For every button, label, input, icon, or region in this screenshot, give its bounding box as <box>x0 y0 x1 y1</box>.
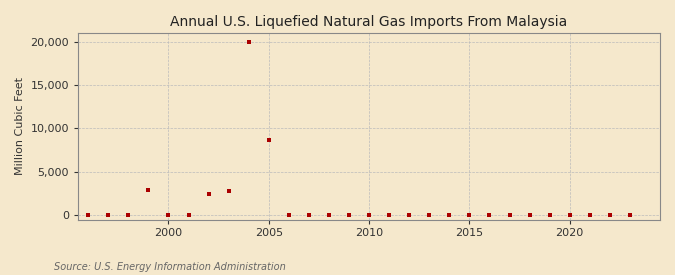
Point <box>384 213 395 218</box>
Point <box>424 213 435 218</box>
Point <box>284 213 294 218</box>
Point <box>103 213 113 218</box>
Point <box>83 213 94 218</box>
Point <box>404 213 414 218</box>
Point <box>263 138 274 142</box>
Y-axis label: Million Cubic Feet: Million Cubic Feet <box>15 77 25 175</box>
Point <box>444 213 455 218</box>
Point <box>63 213 74 218</box>
Title: Annual U.S. Liquefied Natural Gas Imports From Malaysia: Annual U.S. Liquefied Natural Gas Import… <box>171 15 568 29</box>
Point <box>243 40 254 44</box>
Point <box>624 213 635 218</box>
Point <box>344 213 354 218</box>
Point <box>604 213 615 218</box>
Point <box>143 188 154 192</box>
Point <box>364 213 375 218</box>
Point <box>484 213 495 218</box>
Point <box>524 213 535 218</box>
Point <box>203 192 214 197</box>
Point <box>464 213 475 218</box>
Point <box>564 213 575 218</box>
Point <box>544 213 555 218</box>
Point <box>504 213 515 218</box>
Point <box>123 213 134 218</box>
Point <box>43 213 53 218</box>
Point <box>183 213 194 218</box>
Point <box>585 213 595 218</box>
Point <box>304 213 315 218</box>
Point <box>323 213 334 218</box>
Text: Source: U.S. Energy Information Administration: Source: U.S. Energy Information Administ… <box>54 262 286 272</box>
Point <box>223 189 234 193</box>
Point <box>163 213 174 218</box>
